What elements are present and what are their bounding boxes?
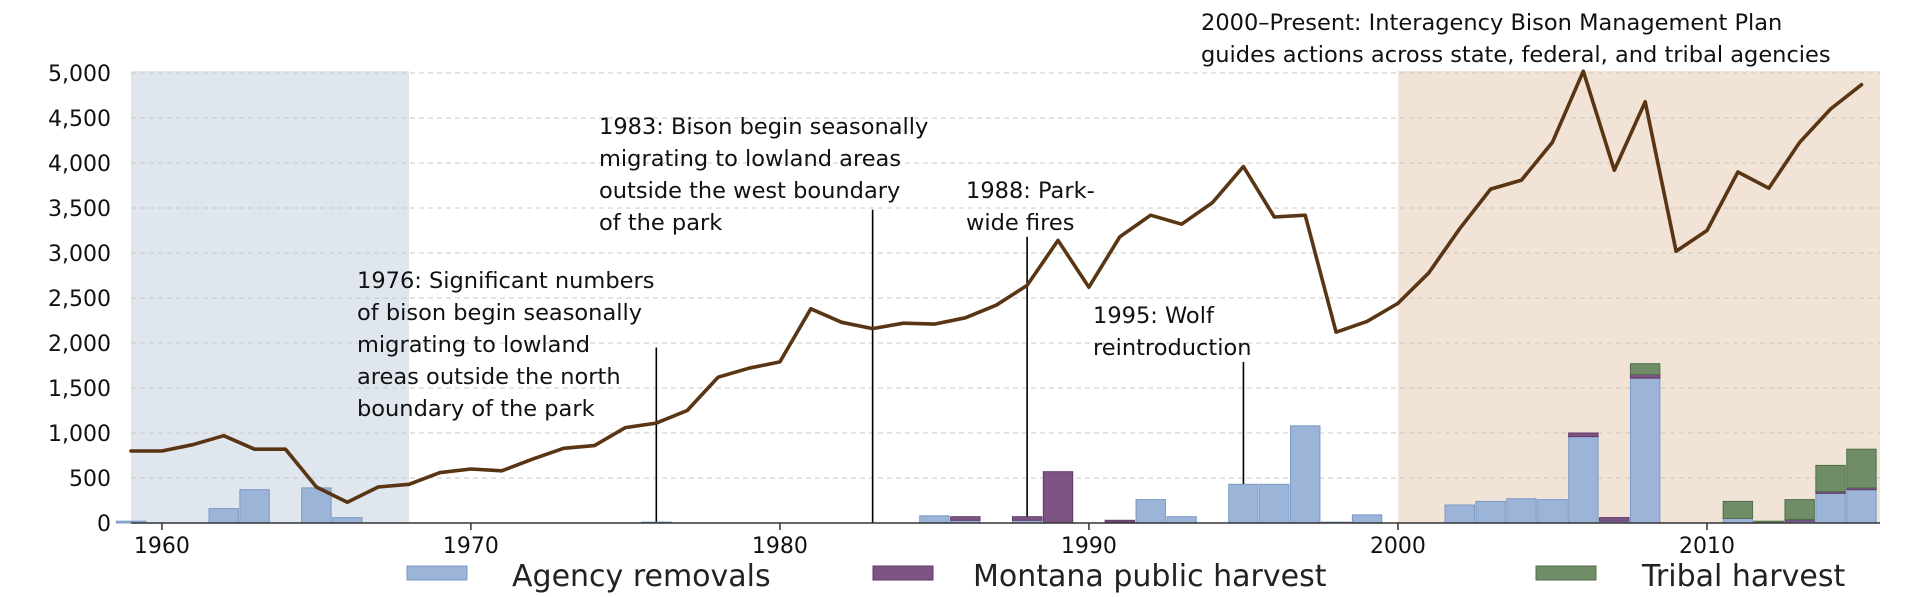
bar-agency-removals xyxy=(1568,436,1599,524)
bar-montana-public-harvest xyxy=(1599,517,1630,522)
bar-agency-removals xyxy=(208,508,239,524)
annotation-0-line: migrating to lowland xyxy=(357,332,590,358)
y-tick-label: 4,000 xyxy=(48,152,111,177)
y-tick-label: 3,000 xyxy=(48,242,111,267)
x-tick-label: 2010 xyxy=(1679,534,1735,559)
bar-agency-removals xyxy=(1444,504,1475,524)
annotation-2-line: wide fires xyxy=(966,210,1074,236)
y-tick-label: 1,000 xyxy=(48,422,111,447)
legend-label: Agency removals xyxy=(512,559,771,594)
bar-montana-public-harvest xyxy=(1568,432,1599,438)
x-tick-label: 1970 xyxy=(443,534,499,559)
y-tick-label: 5,000 xyxy=(48,62,111,87)
bar-agency-removals xyxy=(1135,499,1166,524)
annotation-4-line: 2000–Present: Interagency Bison Manageme… xyxy=(1201,10,1782,36)
bar-tribal-harvest xyxy=(1846,448,1877,489)
shaded-period-0 xyxy=(131,71,410,523)
bar-agency-removals xyxy=(332,517,363,524)
x-tick-label: 2000 xyxy=(1370,534,1426,559)
annotation-0-line: of bison begin seasonally xyxy=(357,300,642,326)
annotation-0-line: 1976: Significant numbers xyxy=(357,268,654,294)
bar-montana-public-harvest xyxy=(1042,471,1074,524)
annotation-0-line: areas outside the north xyxy=(357,364,621,390)
annotation-1-line: outside the west boundary xyxy=(599,178,900,204)
legend-label: Montana public harvest xyxy=(973,559,1327,594)
legend-swatch-tribal-harvest xyxy=(1535,565,1597,581)
annotation-3-line: reintroduction xyxy=(1093,335,1251,361)
population-line xyxy=(129,69,1864,505)
bar-agency-removals xyxy=(1846,489,1877,524)
annotation-4-line: guides actions across state, federal, an… xyxy=(1201,42,1831,68)
y-tick-label: 2,000 xyxy=(48,332,111,357)
x-tick-label: 1960 xyxy=(134,534,190,559)
y-tick-label: 500 xyxy=(69,467,111,492)
legend-swatch-agency-removals xyxy=(406,565,468,581)
y-tick-label: 2,500 xyxy=(48,287,111,312)
bar-agency-removals xyxy=(1475,500,1506,524)
bar-montana-public-harvest xyxy=(1629,374,1661,379)
annotation-3-line: 1995: Wolf xyxy=(1093,303,1215,329)
bar-agency-removals xyxy=(1228,483,1259,524)
bar-montana-public-harvest xyxy=(1104,519,1136,523)
bar-agency-removals xyxy=(239,489,270,524)
annotation-2-line: 1988: Park- xyxy=(966,178,1095,204)
annotation-1-line: migrating to lowland areas xyxy=(599,146,901,172)
legend-label: Tribal harvest xyxy=(1641,559,1845,594)
bar-agency-removals xyxy=(1815,492,1846,524)
annotation-1-line: of the park xyxy=(599,210,722,236)
bar-tribal-harvest xyxy=(1722,500,1754,519)
bar-tribal-harvest xyxy=(1629,363,1661,376)
bar-tribal-harvest xyxy=(1815,464,1846,492)
y-tick-label: 3,500 xyxy=(48,197,111,222)
bar-agency-removals xyxy=(1506,498,1537,524)
annotation-1-line: 1983: Bison begin seasonally xyxy=(599,114,928,140)
y-tick-label: 1,500 xyxy=(48,377,111,402)
y-tick-label: 4,500 xyxy=(48,107,111,132)
bar-agency-removals xyxy=(1166,516,1197,524)
annotation-0-line: boundary of the park xyxy=(357,396,595,422)
x-tick-label: 1990 xyxy=(1061,534,1117,559)
x-tick-label: 1980 xyxy=(752,534,808,559)
bar-agency-removals xyxy=(1629,377,1661,524)
bar-agency-removals xyxy=(1290,425,1321,524)
bar-montana-public-harvest xyxy=(1011,516,1043,521)
bar-montana-public-harvest xyxy=(950,516,981,521)
bar-agency-removals xyxy=(919,515,950,524)
bar-agency-removals xyxy=(1537,499,1568,524)
bar-tribal-harvest xyxy=(1784,499,1815,520)
legend-swatch-montana-public-harvest xyxy=(872,565,934,581)
y-tick-label: 0 xyxy=(97,512,111,537)
bar-agency-removals xyxy=(1351,514,1383,524)
bar-agency-removals xyxy=(1259,483,1290,524)
